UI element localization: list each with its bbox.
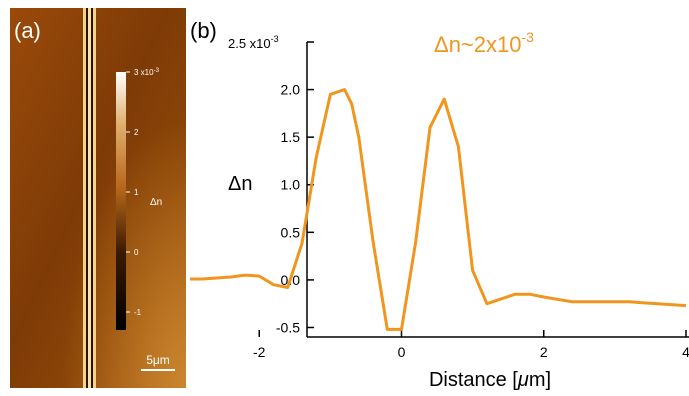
series-line — [117, 88, 687, 331]
delta-n-annotation: Δn~2x10-3 — [434, 29, 534, 57]
scale-bar — [141, 369, 175, 371]
waveguide-gap-right — [91, 8, 93, 388]
y-tick-label: 1.0 — [281, 177, 301, 193]
afm-map-svg: (a) 3 x10-3 2 1 0 -1 Δn 5μm — [10, 8, 186, 388]
waveguide-line-right — [93, 8, 96, 388]
waveguide-gap-left — [86, 8, 88, 388]
scale-bar-label: 5μm — [146, 353, 170, 367]
colorbar — [116, 72, 126, 330]
x-tick-label: 0 — [398, 344, 406, 360]
panel-b-label: (b) — [190, 18, 217, 43]
colorbar-tick-label: -1 — [134, 308, 142, 317]
y-top-label: 2.5 x10-3 — [228, 34, 279, 51]
line-chart-panel: (b) 2.5 x10-3 Δn~2x10-3 Δn -0.5 0.0 0.5 1.0… — [111, 0, 689, 391]
y-tick-label: -0.5 — [276, 319, 300, 335]
x-tick-label: 4 — [682, 344, 689, 360]
colorbar-ticks: 3 x10-3 2 1 0 -1 — [126, 68, 160, 317]
y-tick-label: 0.5 — [281, 224, 301, 240]
panel-a-label: (a) — [14, 18, 41, 43]
y-axis-label: Δn — [228, 173, 252, 195]
waveguide-line-left — [83, 8, 86, 388]
line-chart-svg: (b) 2.5 x10-3 Δn~2x10-3 Δn -0.50.00.51.0… — [111, 18, 689, 391]
y-tick-label: 2.0 — [281, 82, 301, 98]
colorbar-tick-label: 1 — [134, 188, 139, 197]
colorbar-tick-label: 0 — [134, 248, 139, 257]
y-ticks: -0.50.00.51.01.52.0 — [276, 41, 314, 335]
waveguide-line-center — [88, 8, 91, 388]
afm-map-panel: (a) 3 x10-3 2 1 0 -1 Δn 5μm — [0, 0, 190, 391]
colorbar-label: Δn — [150, 197, 162, 208]
colorbar-tick-label: 2 — [134, 128, 139, 137]
map-bright-region — [10, 8, 186, 388]
colorbar-tick-label: 3 x10-3 — [134, 68, 160, 77]
x-axis-label: Distance [μm] — [429, 369, 551, 391]
x-tick-label: 2 — [540, 344, 548, 360]
y-tick-label: 1.5 — [281, 129, 301, 145]
x-tick-label: -2 — [253, 344, 266, 360]
